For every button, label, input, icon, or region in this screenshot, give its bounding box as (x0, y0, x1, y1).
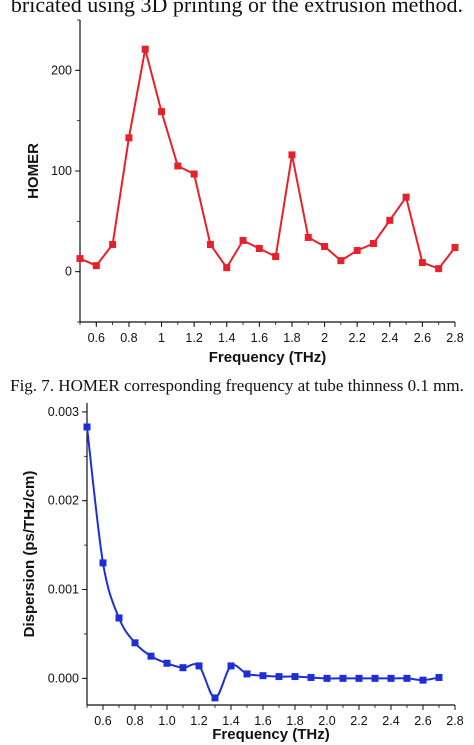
data-point (435, 265, 443, 273)
data-point (387, 674, 395, 682)
data-point (239, 236, 247, 244)
data-point (158, 108, 166, 116)
x-tick-label: 0.6 (94, 714, 111, 728)
data-point (243, 670, 251, 678)
data-point (275, 673, 283, 681)
x-tick-label: 2.8 (446, 714, 463, 728)
data-point (83, 423, 91, 431)
data-point (288, 151, 296, 159)
x-tick-label: 2.2 (350, 714, 367, 728)
data-point (337, 257, 345, 265)
y-tick-label: 200 (51, 63, 72, 77)
series-line (79, 48, 456, 270)
data-point (304, 233, 312, 241)
data-point (255, 245, 263, 253)
x-axis-title: Frequency (THz) (209, 349, 327, 366)
data-point (339, 674, 347, 682)
data-point (195, 662, 203, 670)
x-tick-label: 0.8 (120, 331, 137, 345)
y-tick-label: 0.002 (48, 494, 79, 508)
y-tick-label: 100 (51, 164, 72, 178)
data-point (125, 134, 133, 142)
y-axis-title: HOMER (25, 143, 42, 199)
homer-chart: 0.6 0.8 1 1.2 1.4 1.6 1.8 2 2.2 2.4 2.6 2.8 0 100 200 F… (25, 19, 464, 366)
data-point (163, 659, 171, 667)
y-tick-label: 0 (65, 265, 72, 279)
body-text-line: bricated using 3D printing or the extrus… (10, 0, 464, 17)
x-tick-label: 1.0 (158, 714, 175, 728)
data-point (353, 247, 361, 255)
x-tick-label: 1.8 (283, 331, 300, 345)
data-point (179, 664, 187, 672)
x-tick-label: 1.6 (251, 331, 268, 345)
data-point (131, 639, 139, 647)
data-point (115, 614, 123, 622)
data-point (272, 253, 280, 261)
data-point (307, 673, 315, 681)
data-point (259, 672, 267, 680)
data-point (321, 243, 329, 250)
data-point (369, 239, 377, 247)
data-point (451, 244, 459, 252)
x-tick-label: 2.4 (382, 714, 399, 728)
data-point (99, 559, 107, 567)
data-point (419, 676, 427, 684)
y-tick-label: 0.001 (48, 583, 79, 597)
data-point (223, 264, 231, 272)
data-point (418, 259, 426, 267)
data-point (211, 694, 219, 702)
x-tick-label: 1.8 (286, 714, 303, 728)
x-tick-label: 1.4 (218, 331, 235, 345)
x-tick-label: 0.8 (126, 714, 143, 728)
data-point (403, 674, 411, 682)
data-point (190, 170, 198, 178)
data-point (386, 216, 394, 224)
series-line (86, 426, 440, 699)
x-axis-title: Frequency (THz) (212, 726, 330, 743)
data-point (76, 255, 84, 263)
data-point (323, 674, 331, 682)
x-tick-label: 2.6 (414, 331, 431, 345)
data-point (355, 674, 363, 682)
figure-caption: Fig. 7. HOMER corresponding frequency at… (10, 376, 464, 395)
x-tick-label: 2.0 (318, 714, 335, 728)
y-tick-label: 0.003 (48, 405, 79, 419)
x-tick-label: 2.6 (414, 714, 431, 728)
data-point (92, 262, 100, 270)
x-tick-label: 1.2 (185, 331, 202, 345)
x-tick-label: 2 (321, 331, 328, 345)
x-tick-label: 2.4 (381, 331, 398, 345)
data-point (402, 193, 410, 201)
data-point (227, 662, 235, 670)
x-tick-label: 1.2 (190, 714, 207, 728)
data-point (109, 240, 117, 248)
y-axis-title: Dispersion (ps/THz/cm) (21, 471, 38, 638)
x-tick-label: 1.6 (254, 714, 271, 728)
data-point (291, 673, 299, 681)
data-point (147, 652, 155, 660)
data-point (435, 673, 443, 681)
x-tick-label: 1 (158, 331, 165, 345)
x-tick-label: 2.8 (446, 331, 463, 345)
x-tick-label: 1.4 (222, 714, 239, 728)
y-tick-label: 0.000 (48, 671, 79, 685)
data-point (206, 240, 214, 248)
data-point (174, 162, 182, 170)
data-point (371, 674, 379, 682)
x-tick-label: 2.2 (348, 331, 365, 345)
data-point (141, 45, 149, 53)
x-tick-label: 0.6 (88, 331, 105, 345)
